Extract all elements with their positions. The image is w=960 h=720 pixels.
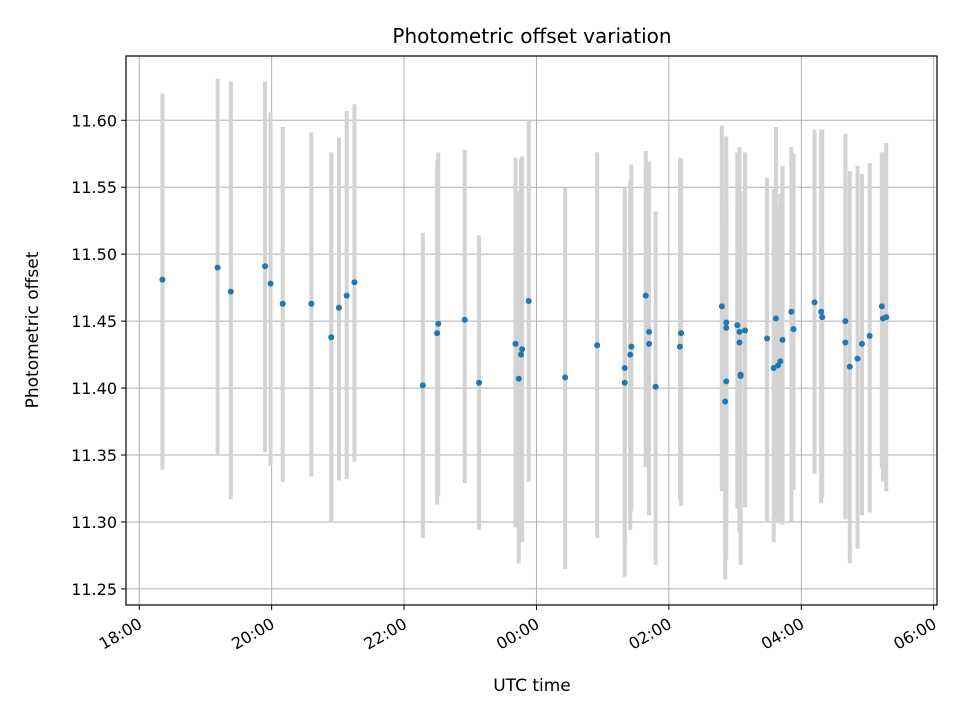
data-point <box>262 263 269 270</box>
y-tick-label: 11.60 <box>71 111 117 130</box>
x-axis-label: UTC time <box>493 676 571 696</box>
data-point <box>562 374 569 381</box>
data-point <box>790 326 797 333</box>
data-point <box>723 378 730 385</box>
y-tick-label: 11.25 <box>71 580 117 599</box>
data-point <box>722 398 729 405</box>
data-point <box>737 373 744 380</box>
data-point <box>351 279 358 286</box>
data-point <box>227 288 234 295</box>
grid <box>126 56 937 605</box>
data-point <box>764 335 771 342</box>
data-point <box>267 280 274 287</box>
data-point <box>434 330 441 337</box>
data-point <box>621 364 628 371</box>
data-point <box>842 318 849 325</box>
data-point <box>328 334 335 341</box>
data-point <box>627 351 634 358</box>
data-point <box>819 314 826 321</box>
data-point <box>435 320 442 327</box>
data-point <box>777 358 784 365</box>
data-point <box>878 303 885 310</box>
data-point <box>736 328 743 335</box>
data-point <box>461 316 468 323</box>
data-point <box>518 351 525 358</box>
data-point <box>811 299 818 306</box>
data-points <box>159 263 890 405</box>
data-point <box>734 322 741 329</box>
data-point <box>214 264 221 271</box>
data-point <box>788 308 795 315</box>
data-point <box>770 364 777 371</box>
data-point <box>858 340 865 347</box>
data-point <box>718 303 725 310</box>
chart-title: Photometric offset variation <box>392 24 671 48</box>
y-tick-label: 11.50 <box>71 245 117 264</box>
data-point <box>594 342 601 349</box>
data-point <box>652 383 659 390</box>
y-tick-label: 11.30 <box>71 513 117 532</box>
data-point <box>642 292 649 299</box>
data-point <box>159 276 166 283</box>
data-point <box>779 336 786 343</box>
data-point <box>854 355 861 362</box>
y-tick-label: 11.40 <box>71 379 117 398</box>
data-point <box>736 339 743 346</box>
data-point <box>519 346 526 353</box>
data-point <box>628 343 635 350</box>
data-point <box>818 308 825 315</box>
data-point <box>476 379 483 386</box>
data-point <box>343 292 350 299</box>
data-point <box>621 379 628 386</box>
y-tick-label: 11.45 <box>71 312 117 331</box>
plot-frame <box>125 55 938 606</box>
data-point <box>723 324 730 331</box>
y-tick-label: 11.35 <box>71 446 117 465</box>
data-point <box>308 300 315 307</box>
data-point <box>723 319 730 326</box>
data-point <box>742 327 749 334</box>
data-point <box>678 330 685 337</box>
data-point <box>646 328 653 335</box>
data-point <box>525 298 532 305</box>
data-point <box>846 363 853 370</box>
data-point <box>646 340 653 347</box>
data-point <box>772 315 779 322</box>
y-axis-label: Photometric offset <box>23 251 43 408</box>
data-point <box>512 340 519 347</box>
data-point <box>419 382 426 389</box>
data-point <box>842 339 849 346</box>
data-point <box>676 343 683 350</box>
data-point <box>335 304 342 311</box>
data-point <box>515 375 522 382</box>
data-point <box>883 314 890 321</box>
data-point <box>279 300 286 307</box>
y-axis-ticks: 11.25 11.30 11.35 11.40 11.45 11.50 11.55 11.60 <box>71 111 126 599</box>
y-tick-label: 11.55 <box>71 178 117 197</box>
data-point <box>866 332 873 339</box>
